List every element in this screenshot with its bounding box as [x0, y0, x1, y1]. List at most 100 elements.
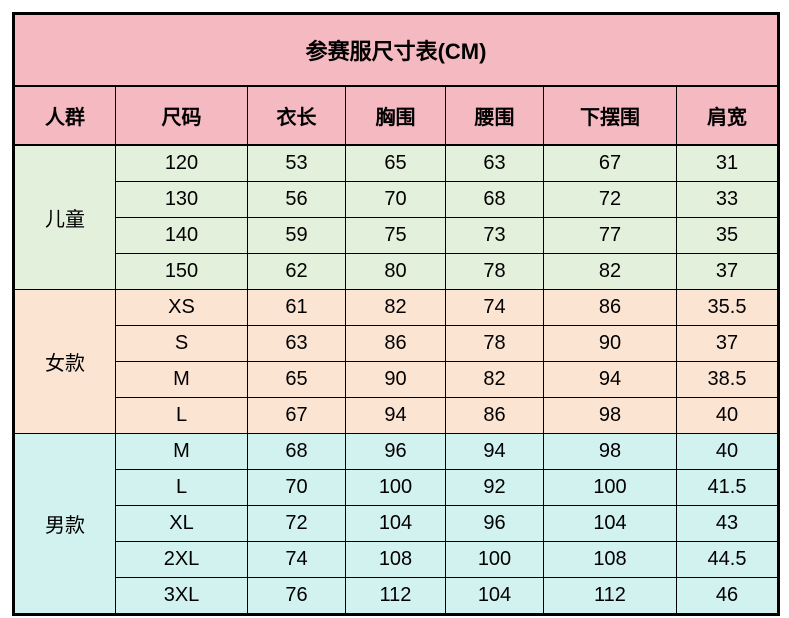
table-cell: 120	[115, 144, 248, 182]
table-cell: 35.5	[675, 289, 780, 326]
table-cell: 61	[247, 289, 346, 326]
table-cell: 59	[247, 217, 346, 254]
table-cell: 100	[345, 469, 446, 506]
table-cell: 94	[543, 361, 677, 398]
table-cell: 74	[247, 541, 346, 578]
table-cell: 41.5	[675, 469, 780, 506]
table-row: 130 56 70 68 72 33	[14, 181, 780, 218]
table-cell: 150	[115, 253, 248, 290]
column-header-size: 尺码	[115, 85, 248, 146]
table-cell: 112	[345, 577, 446, 615]
table-cell: 37	[675, 325, 780, 362]
table-row: 2XL 74 108 100 108 44.5	[14, 541, 780, 578]
table-cell: 72	[543, 181, 677, 218]
column-header-waist: 腰围	[445, 85, 544, 146]
group-label-women: 女款	[13, 289, 116, 434]
table-row: XL 72 104 96 104 43	[14, 505, 780, 542]
table-row: 女款 XS 61 82 74 86 35.5	[13, 289, 780, 434]
column-header-chest: 胸围	[345, 85, 446, 146]
table-cell: 63	[445, 144, 544, 182]
table-cell: 31	[675, 144, 780, 182]
table-cell: 62	[247, 253, 346, 290]
table-cell: 104	[345, 505, 446, 542]
table-cell: 77	[543, 217, 677, 254]
column-header-hem: 下摆围	[543, 85, 677, 146]
group-label-men: 男款	[13, 433, 116, 615]
size-chart-table: 参赛服尺寸表(CM) 人群 尺码 衣长 胸围 腰围 下摆围 肩宽 儿童 120 …	[12, 12, 781, 616]
table-cell: 80	[345, 253, 446, 290]
table-cell: 100	[445, 541, 544, 578]
table-cell: XL	[115, 505, 248, 542]
table-cell: 3XL	[115, 577, 248, 615]
table-cell: 108	[543, 541, 677, 578]
table-row: M 65 90 82 94 38.5	[14, 361, 780, 398]
table-cell: 67	[247, 397, 346, 434]
table-cell: 78	[445, 325, 544, 362]
table-cell: 112	[543, 577, 677, 615]
table-cell: 90	[543, 325, 677, 362]
table-cell: 68	[445, 181, 544, 218]
table-cell: 67	[543, 144, 677, 182]
table-cell: 104	[445, 577, 544, 615]
table-row: S 63 86 78 90 37	[14, 325, 780, 362]
table-cell: L	[115, 469, 248, 506]
table-cell: 86	[445, 397, 544, 434]
table-cell: 96	[345, 433, 446, 470]
table-row: 男款 M 68 96 94 98 40	[13, 433, 780, 615]
table-cell: 43	[675, 505, 780, 542]
table-cell: 90	[345, 361, 446, 398]
table-cell: 65	[247, 361, 346, 398]
table-row: 儿童 120 53 65 63 67 31	[13, 144, 780, 290]
table-cell: 82	[543, 253, 677, 290]
table-cell: S	[115, 325, 248, 362]
table-cell: 92	[445, 469, 544, 506]
table-cell: 63	[247, 325, 346, 362]
table-cell: 75	[345, 217, 446, 254]
table-cell: 94	[345, 397, 446, 434]
table-cell: 70	[247, 469, 346, 506]
table-cell: 76	[247, 577, 346, 615]
table-cell: 100	[543, 469, 677, 506]
table-cell: M	[115, 433, 248, 470]
table-cell: 98	[543, 433, 677, 470]
table-cell: 96	[445, 505, 544, 542]
table-cell: 70	[345, 181, 446, 218]
table-cell: 98	[543, 397, 677, 434]
table-cell: 130	[115, 181, 248, 218]
table-cell: 68	[247, 433, 346, 470]
table-cell: 72	[247, 505, 346, 542]
table-cell: 53	[247, 144, 346, 182]
table-row: 150 62 80 78 82 37	[14, 253, 780, 290]
table-cell: 40	[675, 433, 780, 470]
table-cell: 104	[543, 505, 677, 542]
table-cell: 33	[675, 181, 780, 218]
table-cell: 108	[345, 541, 446, 578]
table-cell: 46	[675, 577, 780, 615]
column-header-group: 人群	[13, 85, 116, 146]
table-cell: XS	[115, 289, 248, 326]
table-cell: 2XL	[115, 541, 248, 578]
table-cell: L	[115, 397, 248, 434]
header-row: 人群 尺码 衣长 胸围 腰围 下摆围 肩宽	[13, 85, 780, 146]
table-cell: 86	[543, 289, 677, 326]
table-cell: 82	[345, 289, 446, 326]
table-cell: 37	[675, 253, 780, 290]
column-header-shoulder: 肩宽	[675, 85, 780, 146]
group-label-children: 儿童	[13, 144, 116, 290]
table-cell: 82	[445, 361, 544, 398]
table-row: 140 59 75 73 77 35	[14, 217, 780, 254]
table-cell: 94	[445, 433, 544, 470]
table-row: 3XL 76 112 104 112 46	[14, 577, 780, 615]
table-cell: 44.5	[675, 541, 780, 578]
table-cell: M	[115, 361, 248, 398]
table-cell: 78	[445, 253, 544, 290]
table-title: 参赛服尺寸表(CM)	[12, 13, 780, 87]
table-cell: 35	[675, 217, 780, 254]
column-header-length: 衣长	[247, 85, 346, 146]
table-cell: 40	[675, 397, 780, 434]
table-row: L 67 94 86 98 40	[14, 397, 780, 434]
table-row: L 70 100 92 100 41.5	[14, 469, 780, 506]
table-cell: 56	[247, 181, 346, 218]
title-row: 参赛服尺寸表(CM)	[12, 13, 780, 87]
